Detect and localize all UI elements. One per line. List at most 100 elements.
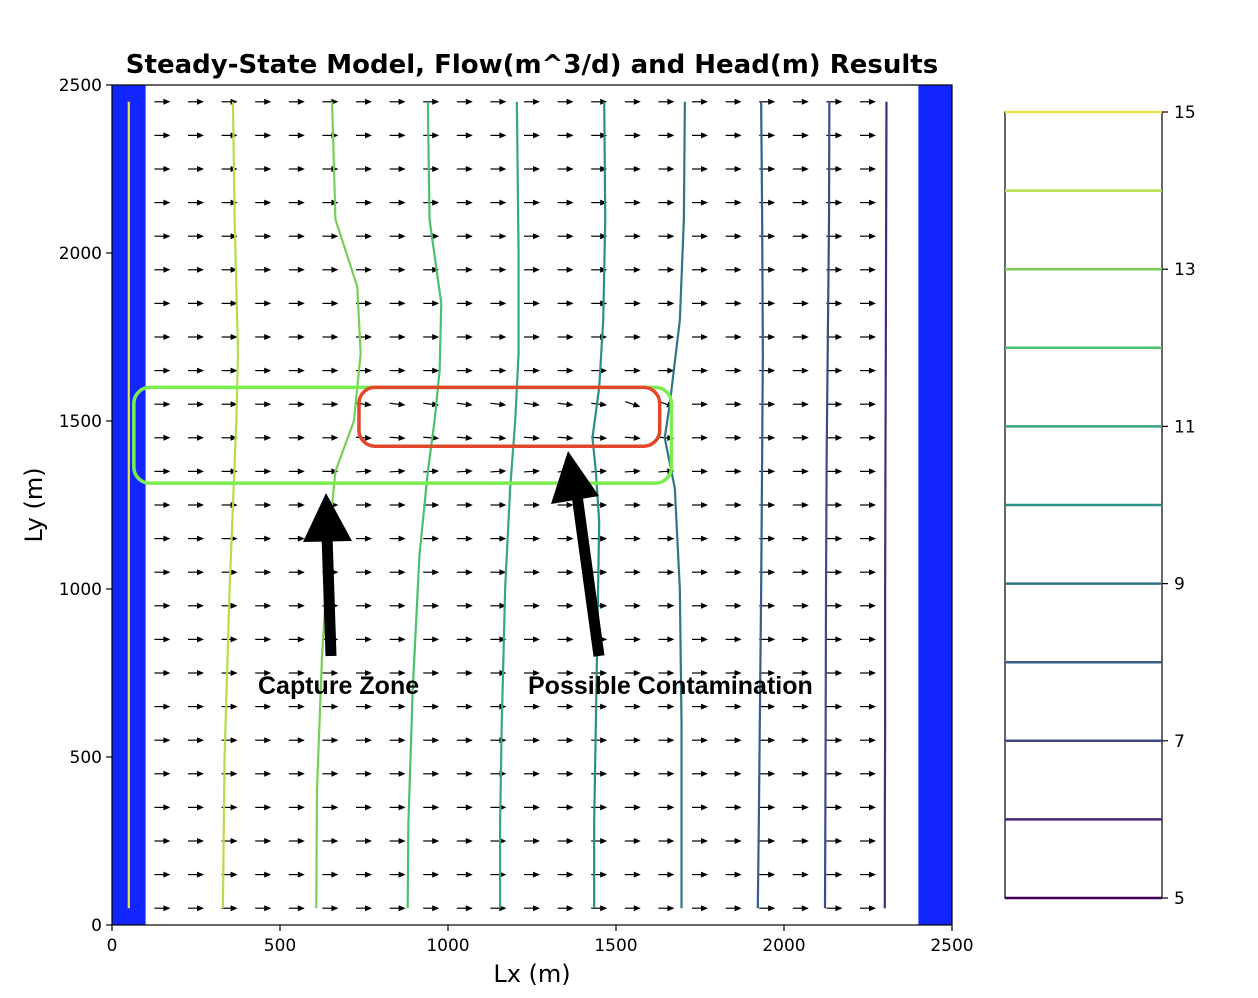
flow-arrow	[221, 737, 238, 744]
contour-level-10	[591, 101, 607, 909]
flow-arrow	[389, 300, 406, 307]
flow-arrow	[255, 569, 272, 576]
flow-arrow	[288, 199, 305, 206]
flow-arrow	[255, 535, 272, 542]
flow-arrow	[456, 266, 473, 273]
flow-arrow	[288, 334, 305, 340]
flow-arrow	[188, 266, 204, 273]
flow-arrow	[860, 905, 876, 912]
flow-arrow	[792, 703, 809, 710]
flow-arrow	[557, 367, 574, 374]
flow-arrow	[255, 670, 272, 676]
flow-arrow	[456, 905, 473, 912]
chart-title: Steady-State Model, Flow(m^3/d) and Head…	[126, 50, 938, 80]
flow-arrow	[154, 166, 171, 172]
flow-arrow	[591, 905, 608, 912]
flow-arrow	[456, 132, 473, 139]
flow-arrow	[490, 98, 507, 105]
flow-arrow	[356, 166, 372, 172]
flow-arrow	[188, 905, 204, 912]
flow-arrow	[154, 905, 171, 912]
flow-arrow	[658, 132, 675, 139]
flow-arrow	[860, 670, 876, 676]
flow-arrow	[860, 636, 876, 643]
flow-arrow	[255, 334, 272, 340]
flow-arrow	[288, 670, 305, 676]
flow-arrow	[255, 737, 272, 744]
flow-arrow	[154, 737, 171, 744]
flow-arrow	[322, 838, 339, 844]
flow-arrow	[658, 770, 675, 777]
flow-arrow	[557, 266, 574, 273]
flow-arrow	[624, 602, 641, 609]
flow-arrow	[188, 838, 204, 844]
flow-arrow	[456, 670, 473, 676]
colorbar-tick-label: 5	[1174, 889, 1185, 909]
flow-arrow	[490, 434, 507, 441]
flow-arrow	[624, 199, 641, 206]
flow-arrow	[860, 199, 876, 206]
flow-arrow	[658, 300, 675, 307]
flow-arrow	[860, 266, 876, 273]
flow-arrow	[792, 569, 809, 576]
flow-arrow	[725, 266, 742, 273]
flow-arrow	[423, 535, 440, 542]
flow-arrow	[221, 602, 238, 609]
flow-arrow	[725, 502, 742, 508]
flow-arrow	[188, 737, 204, 744]
flow-arrow	[255, 401, 272, 408]
flow-arrow	[524, 334, 540, 340]
flow-arrow	[792, 502, 809, 508]
flow-arrow	[826, 804, 843, 811]
flow-arrow	[255, 636, 272, 643]
flow-arrow	[423, 670, 440, 676]
flow-arrow	[490, 199, 507, 206]
colorbar-tick-label: 7	[1174, 732, 1185, 752]
flow-arrow	[792, 905, 809, 912]
flow-arrow	[524, 535, 540, 542]
flow-arrow	[658, 334, 675, 340]
flow-arrow	[389, 401, 406, 408]
flow-arrow	[322, 670, 339, 676]
flow-arrow	[524, 838, 540, 844]
flow-arrow	[389, 602, 406, 609]
flow-arrow	[356, 132, 372, 139]
flow-arrow	[456, 804, 473, 811]
colorbar-tick-label: 13	[1174, 260, 1196, 280]
flow-arrow	[356, 569, 372, 576]
flow-arrow	[288, 434, 305, 441]
flow-arrow	[524, 98, 540, 105]
flow-arrow	[692, 502, 708, 508]
flow-arrow	[524, 166, 540, 172]
flow-arrow	[692, 737, 708, 744]
flow-arrow	[490, 266, 507, 273]
flow-arrow	[356, 98, 372, 105]
contamination-pointer	[551, 451, 605, 657]
flow-arrow	[725, 838, 742, 844]
y-tick-label: 0	[91, 916, 102, 936]
flow-arrow	[557, 670, 574, 676]
flow-arrow	[725, 233, 742, 240]
flow-arrow	[288, 569, 305, 576]
flow-arrow	[624, 838, 641, 844]
flow-arrow	[826, 468, 843, 475]
flow-arrow	[154, 838, 171, 844]
flow-arrow	[658, 838, 675, 844]
flow-arrow	[456, 602, 473, 609]
flow-arrow	[154, 535, 171, 542]
flow-arrow	[389, 98, 406, 105]
flow-arrow	[524, 636, 540, 643]
flow-arrow	[591, 233, 608, 240]
flow-arrow	[624, 166, 641, 172]
flow-arrow	[490, 367, 507, 374]
flow-arrow	[356, 871, 372, 878]
flow-arrow	[759, 871, 776, 878]
flow-arrow	[759, 401, 776, 408]
flow-arrow	[692, 266, 708, 273]
flow-arrow	[389, 502, 406, 508]
flow-arrow	[322, 871, 339, 878]
flow-arrow	[456, 636, 473, 643]
flow-arrow	[456, 367, 473, 374]
flow-arrow	[154, 233, 171, 240]
